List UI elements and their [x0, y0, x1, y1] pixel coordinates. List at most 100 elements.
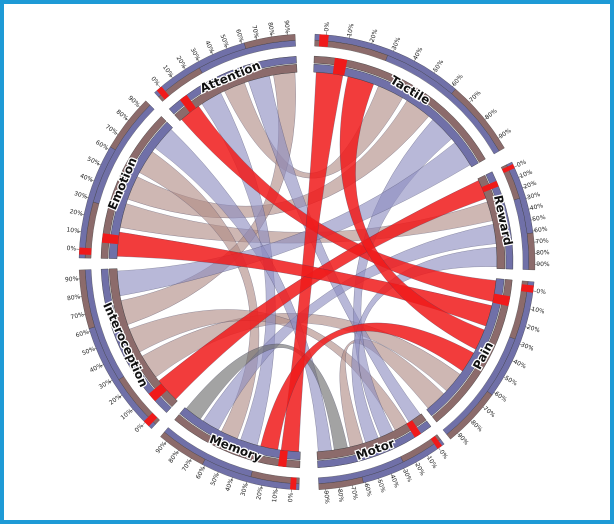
tick-label-emotion-4: 40% [79, 173, 94, 184]
tick-label-emotion-7: 70% [104, 123, 119, 136]
ring-marker-emotion [101, 233, 119, 245]
tick-motor-4 [391, 473, 393, 477]
ring-inner-motor [316, 413, 427, 460]
tick-attention-1 [170, 75, 173, 79]
tick-reward-2 [522, 186, 526, 189]
tick-label-reward-4: 40% [529, 202, 544, 212]
tick-reward-0 [514, 165, 518, 168]
tick-label-pain-1: 10% [531, 306, 546, 316]
tick-label-memory-9: 90% [155, 440, 169, 455]
tick-label-interoception-4: 40% [89, 362, 104, 374]
tick-pain-8 [470, 420, 474, 423]
tick-label-pain-8: 80% [469, 419, 484, 434]
tick-motor-5 [378, 478, 380, 482]
tick-label-emotion-2: 20% [69, 208, 84, 218]
tick-label-emotion-1: 10% [66, 226, 80, 235]
tick-memory-9 [164, 441, 167, 444]
outer-red-attention [156, 86, 170, 100]
tick-motor-6 [365, 482, 367, 486]
tick-label-motor-1: 10% [425, 455, 438, 470]
tick-reward-3 [525, 197, 529, 199]
ring-inner-reward [477, 174, 506, 270]
tick-emotion-5 [97, 163, 101, 166]
tick-label-memory-3: 30% [240, 482, 250, 497]
tick-reward-1 [518, 175, 522, 178]
tick-label-reward-6: 60% [534, 226, 548, 235]
tick-label-tactile-6: 60% [451, 73, 465, 88]
tick-label-reward-5: 50% [532, 214, 547, 223]
rings-layer [78, 33, 536, 491]
tick-label-attention-0: 0% [149, 75, 161, 87]
tick-label-attention-1: 10% [161, 64, 175, 79]
tick-emotion-3 [85, 196, 89, 198]
ring-marker-tactile [332, 57, 348, 76]
tick-motor-0 [438, 447, 441, 451]
tick-label-motor-5: 50% [376, 479, 387, 494]
tick-label-tactile-1: 10% [346, 23, 355, 38]
tick-label-tactile-0: 0% [323, 22, 331, 32]
tick-pain-6 [493, 392, 497, 395]
tick-pain-9 [457, 433, 460, 436]
tick-attention-7 [255, 36, 257, 40]
ring-inner-emotion [108, 121, 173, 259]
tick-motor-1 [427, 455, 430, 459]
tick-pain-3 [519, 343, 523, 346]
ring-band-motor [317, 420, 432, 468]
tick-memory-3 [245, 481, 248, 485]
outer-red-tactile [318, 34, 329, 47]
tick-label-reward-9: 90% [536, 261, 550, 268]
outer-red-emotion [79, 247, 92, 255]
tick-interoception-2 [119, 395, 123, 398]
outer-d-tactile [451, 88, 505, 152]
outer-red-interoception [143, 412, 158, 427]
tick-label-interoception-9: 90% [65, 275, 79, 283]
tick-label-emotion-0: 0% [66, 245, 76, 253]
tick-label-interoception-5: 50% [81, 345, 96, 357]
tick-label-reward-0: 0% [516, 158, 528, 168]
tick-emotion-9 [137, 104, 140, 108]
outer-d-attention [243, 34, 296, 49]
tick-emotion-6 [106, 147, 109, 150]
tick-pain-2 [525, 326, 529, 328]
tick-pain-4 [512, 360, 516, 363]
tick-tactile-7 [469, 99, 472, 103]
tick-reward-5 [531, 219, 535, 221]
ring-inner-tactile [313, 63, 479, 168]
tick-motor-3 [403, 468, 406, 472]
tick-label-memory-8: 80% [167, 449, 180, 464]
tick-pain-7 [482, 406, 486, 410]
tick-interoception-0 [142, 422, 146, 425]
tick-label-motor-4: 40% [389, 474, 401, 489]
ring-band-attention [168, 56, 297, 115]
tick-pain-1 [530, 308, 534, 310]
ring-band-tactile [313, 55, 486, 163]
tick-label-attention-3: 30% [189, 47, 202, 62]
tick-label-interoception-1: 10% [120, 407, 135, 421]
tick-label-attention-8: 80% [266, 22, 275, 37]
tick-label-attention-9: 90% [283, 20, 291, 34]
tick-interoception-7 [82, 314, 86, 316]
tick-pain-5 [503, 376, 507, 379]
tick-label-emotion-3: 30% [73, 190, 88, 201]
tick-label-pain-5: 50% [503, 375, 518, 388]
tick-tactile-9 [498, 136, 502, 139]
tick-tactile-8 [484, 117, 488, 120]
outer-d-interoception [78, 269, 95, 329]
tick-label-tactile-5: 50% [432, 58, 445, 73]
ring-band-emotion [100, 116, 167, 259]
tick-label-motor-9: 90% [322, 490, 330, 504]
tick-label-attention-4: 40% [203, 40, 215, 55]
tick-interoception-6 [86, 331, 90, 333]
tick-label-emotion-8: 80% [115, 109, 130, 123]
outer-d-memory [160, 431, 206, 465]
tick-label-motor-0: 0% [438, 449, 449, 461]
tick-attention-6 [240, 40, 242, 44]
tick-memory-2 [260, 485, 262, 489]
ring-band-pain [431, 279, 513, 423]
tick-emotion-8 [125, 118, 129, 121]
tick-label-attention-6: 60% [234, 28, 245, 43]
tick-label-pain-7: 70% [482, 405, 497, 419]
tick-label-pain-4: 40% [512, 358, 527, 370]
tick-label-memory-1: 10% [271, 489, 280, 503]
tick-label-motor-8: 80% [336, 489, 345, 503]
